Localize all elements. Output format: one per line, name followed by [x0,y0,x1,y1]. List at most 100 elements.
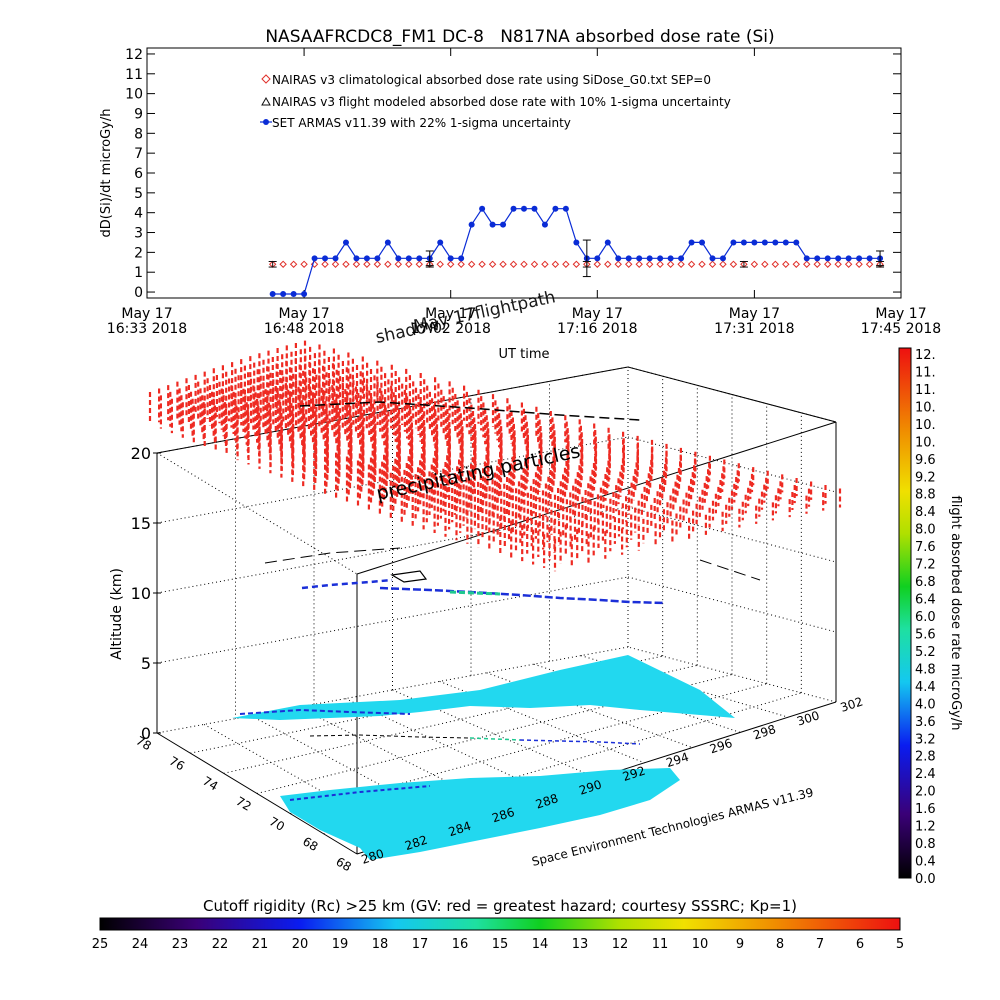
armas-point [405,255,412,262]
x-tick-label-time: 17:45 2018 [861,321,941,337]
climo-point [499,260,507,268]
x-tick-label-date: May 17 [121,306,172,322]
climo-point [457,260,465,268]
armas-point [437,239,444,246]
armas-point [374,255,381,262]
climo-point [614,260,622,268]
y-tick-label: 9 [134,106,143,122]
armas-point [562,205,569,212]
climo-point [373,260,382,268]
armas-point [636,255,643,262]
climo-point [551,260,560,268]
armas-point [384,239,391,246]
y-tick-label: 1 [134,265,143,281]
armas-point [719,255,726,262]
flight-segment-peak [449,590,501,596]
armas-point [604,239,611,246]
dose-colorbar-tick: 6.8 [915,575,936,590]
armas-line [272,207,881,295]
y-tick-label: 4 [134,206,143,222]
lon-tick-label: 302 [839,694,865,714]
series-modeled [268,260,885,268]
y-tick-label: 6 [134,166,143,182]
dose-colorbar-tick: 1.2 [915,820,936,835]
armas-point [793,239,800,246]
armas-point [458,255,465,262]
lon-tick-label: 296 [708,736,734,756]
climo-point [803,260,811,268]
rigidity-colorbar-tick: 12 [612,937,629,952]
climo-point [405,260,413,268]
lat-tick-label: 68 [334,854,354,874]
armas-point [751,239,758,246]
climo-point [583,260,591,268]
armas-point [803,255,810,262]
legend-marker-armas [263,119,269,125]
dose-colorbar-tick: 8.0 [915,523,936,538]
lat-tick-label: 68 [300,834,320,854]
lat-tick-label: 72 [234,794,254,814]
dose-colorbar-tick: 10. [915,418,936,433]
x-tick-label-date: May 17 [572,306,623,322]
climo-point [478,260,486,268]
climo-point [467,260,476,268]
dose-colorbar-tick: 2.8 [915,750,936,765]
climo-point [666,260,675,268]
climo-point [572,260,581,268]
dose-colorbar-tick: 12. [915,348,936,363]
rigidity-colorbar-tick: 21 [252,937,269,952]
climo-point [300,260,308,268]
rigidity-colorbar-ticks: 25 24 23 22 21 20 19 18 17 16 15 14 13 12 11 10 9 8 7 6 5 [92,937,904,952]
rigidity-colorbar-tick: 19 [332,937,349,952]
flight-segment-west [301,578,393,590]
lon-tick-label: 294 [664,750,690,770]
dose-colorbar-tick: 6.4 [915,593,936,608]
y-tick-label: 5 [134,186,143,202]
climo-point [708,260,717,268]
dose-colorbar-tick: 4.8 [915,662,936,677]
armas-point [824,255,831,262]
lon-tick-label: 282 [403,833,429,853]
climo-point [352,260,361,268]
armas-point [866,255,873,262]
z-tick-label: 10 [131,584,151,603]
rigidity-colorbar-tick: 6 [856,937,864,952]
climo-point [771,260,780,268]
series-armas [269,205,885,298]
armas-point [730,239,737,246]
armas-point [678,255,685,262]
dose-colorbar-tick: 3.6 [915,715,936,730]
flight-projection-top [299,401,641,421]
rigidity-colorbar-tick: 22 [212,937,229,952]
climo-point [562,260,570,268]
dose-colorbar-tick: 7.6 [915,540,936,555]
armas-point [280,291,287,298]
climo-point [415,260,423,268]
y-tick-label: 3 [134,226,143,242]
climo-point [530,260,539,268]
armas-point [479,205,486,212]
lon-tick-label: 290 [577,777,603,797]
z-axis-label: Altitude (km) [109,568,125,660]
dose-colorbar-tick: 3.2 [915,732,936,747]
armas-point [468,221,475,228]
z-axis-ticks: 0 5 10 15 20 [131,444,161,743]
armas-point [521,205,527,212]
dose-colorbar-tick: 6.0 [915,610,936,625]
legend-label-armas: SET ARMAS v11.39 with 22% 1-sigma uncert… [272,116,571,130]
rigidity-colorbar-tick: 8 [776,937,784,952]
armas-point [531,205,538,212]
climo-point [384,260,392,268]
rigidity-colorbar-tick: 5 [896,937,904,952]
rigidity-colorbar-tick: 11 [652,937,669,952]
climo-point [604,260,612,268]
lat-axis-ticks: 78 76 74 72 70 68 68 [134,733,354,874]
armas-point [489,221,496,228]
climo-point [740,260,748,268]
lon-tick-label: 284 [447,819,473,839]
lon-tick-label: 292 [621,764,647,784]
armas-point [782,239,789,246]
climo-point [834,260,842,268]
